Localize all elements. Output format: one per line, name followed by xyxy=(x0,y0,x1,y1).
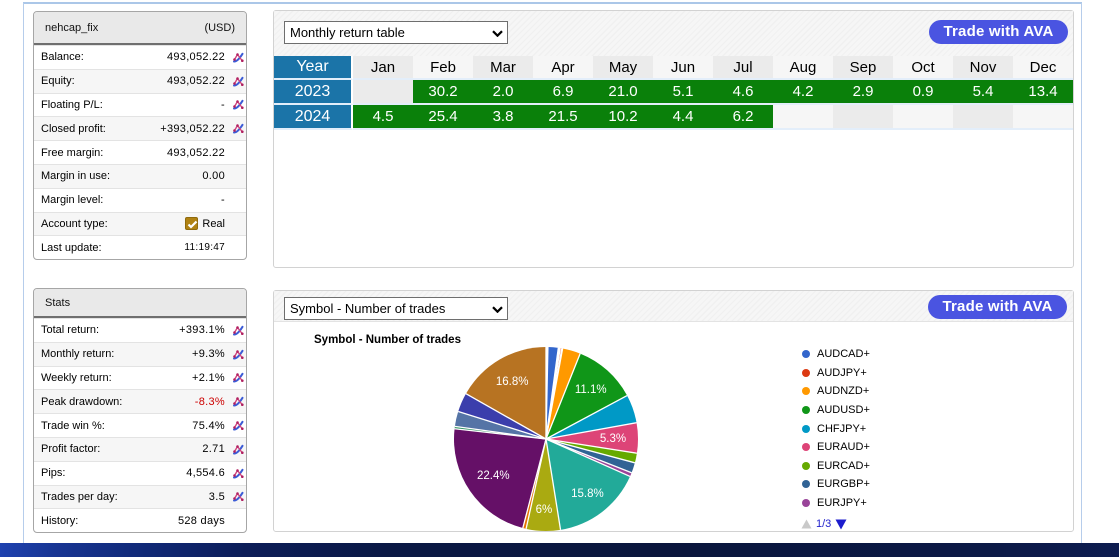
svg-text:16.8%: 16.8% xyxy=(496,376,529,388)
svg-text:15.8%: 15.8% xyxy=(571,488,604,500)
svg-text:22.4%: 22.4% xyxy=(477,470,510,482)
svg-text:6%: 6% xyxy=(536,504,553,516)
svg-text:5.3%: 5.3% xyxy=(600,433,626,445)
svg-text:11.1%: 11.1% xyxy=(575,384,607,396)
